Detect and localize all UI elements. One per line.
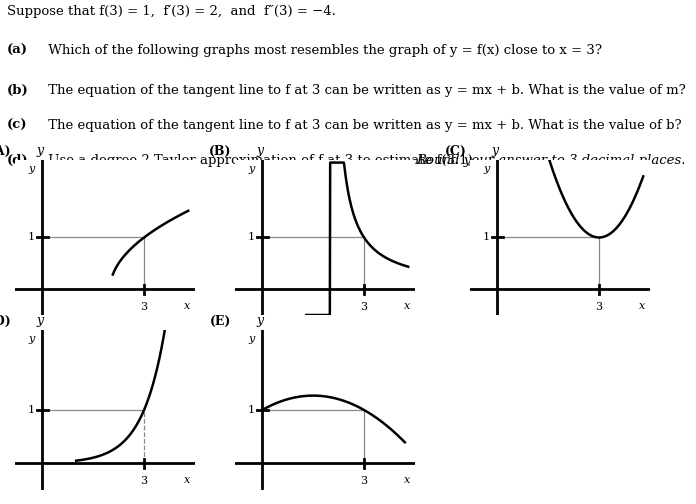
Text: y: y bbox=[37, 314, 44, 328]
Text: The equation of the tangent line to f at 3 can be written as y = mx + b. What is: The equation of the tangent line to f at… bbox=[45, 84, 686, 97]
Text: Suppose that f(3) = 1,  f′(3) = 2,  and  f″(3) = −4.: Suppose that f(3) = 1, f′(3) = 2, and f″… bbox=[7, 5, 336, 18]
Text: 3: 3 bbox=[361, 301, 367, 311]
Text: y: y bbox=[248, 164, 255, 174]
Text: y: y bbox=[257, 145, 264, 157]
Text: y: y bbox=[29, 334, 35, 344]
Text: (c): (c) bbox=[7, 119, 27, 132]
Text: (E): (E) bbox=[210, 314, 232, 328]
Text: y: y bbox=[37, 145, 44, 157]
Text: (b): (b) bbox=[7, 84, 29, 97]
Text: 3: 3 bbox=[596, 301, 603, 311]
Text: x: x bbox=[404, 475, 411, 485]
Text: x: x bbox=[184, 475, 191, 485]
Text: y: y bbox=[248, 334, 255, 344]
Text: 1: 1 bbox=[28, 232, 35, 242]
Text: x: x bbox=[184, 300, 191, 310]
Text: The equation of the tangent line to f at 3 can be written as y = mx + b. What is: The equation of the tangent line to f at… bbox=[45, 119, 682, 132]
Text: 1: 1 bbox=[28, 405, 35, 415]
Text: x: x bbox=[640, 300, 646, 310]
Text: (C): (C) bbox=[445, 145, 466, 157]
Text: y: y bbox=[484, 164, 490, 174]
Text: y: y bbox=[257, 314, 264, 328]
Text: (a): (a) bbox=[7, 44, 28, 57]
Text: 1: 1 bbox=[483, 232, 490, 242]
Text: (B): (B) bbox=[209, 145, 232, 157]
Text: y: y bbox=[29, 164, 35, 174]
Text: x: x bbox=[404, 300, 411, 310]
Text: (d): (d) bbox=[7, 154, 29, 167]
Text: Which of the following graphs most resembles the graph of y = f(x) close to x = : Which of the following graphs most resem… bbox=[45, 44, 603, 57]
Text: Round your answer to 3 decimal places.: Round your answer to 3 decimal places. bbox=[416, 154, 686, 167]
Text: 3: 3 bbox=[141, 476, 148, 486]
Text: (A): (A) bbox=[0, 145, 12, 157]
Text: 1: 1 bbox=[248, 405, 255, 415]
Text: y: y bbox=[491, 145, 499, 157]
Text: Use a degree 2 Taylor approximation of f at 3 to estimate f(3.1).: Use a degree 2 Taylor approximation of f… bbox=[45, 154, 482, 167]
Text: 1: 1 bbox=[248, 232, 255, 242]
Text: (D): (D) bbox=[0, 314, 12, 328]
Text: 3: 3 bbox=[141, 301, 148, 311]
Text: 3: 3 bbox=[361, 476, 367, 486]
